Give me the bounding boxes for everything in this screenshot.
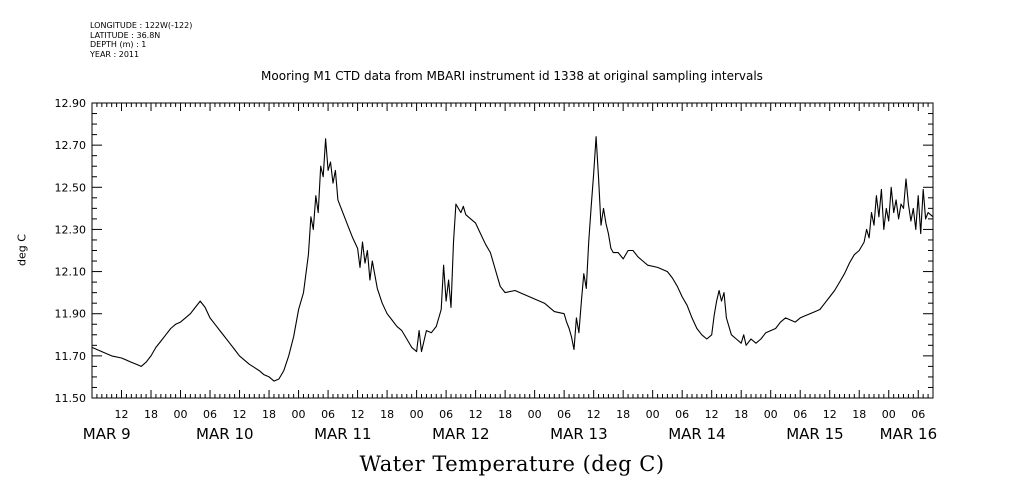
latitude-label: LATITUDE : 36.8N bbox=[90, 30, 161, 40]
x-day-label: MAR 13 bbox=[550, 425, 607, 443]
y-tick-label: 12.10 bbox=[55, 266, 87, 279]
x-tick-label: 00 bbox=[646, 408, 660, 421]
y-tick-label: 12.70 bbox=[55, 139, 87, 152]
y-tick-label: 11.50 bbox=[55, 392, 87, 405]
x-tick-label: 06 bbox=[911, 408, 925, 421]
x-tick-label: 12 bbox=[705, 408, 719, 421]
x-tick-label: 00 bbox=[882, 408, 896, 421]
y-tick-label: 12.50 bbox=[55, 181, 87, 194]
x-tick-label: 12 bbox=[469, 408, 483, 421]
x-tick-label: 06 bbox=[321, 408, 335, 421]
depth-label: DEPTH (m) : 1 bbox=[90, 40, 147, 49]
x-tick-label: 12 bbox=[351, 408, 365, 421]
metadata-block: LONGITUDE : 122W(-122) LATITUDE : 36.8N … bbox=[90, 21, 192, 59]
x-tick-label: 12 bbox=[823, 408, 837, 421]
x-day-label: MAR 12 bbox=[432, 425, 489, 443]
x-day-label: MAR 15 bbox=[786, 425, 843, 443]
x-day-label: MAR 11 bbox=[314, 425, 371, 443]
x-tick-label: 00 bbox=[292, 408, 306, 421]
x-day-label: MAR 16 bbox=[880, 425, 937, 443]
x-day-label: MAR 14 bbox=[668, 425, 725, 443]
x-tick-label: 00 bbox=[174, 408, 188, 421]
y-tick-label: 12.90 bbox=[55, 97, 87, 110]
x-day-label: MAR 9 bbox=[83, 425, 131, 443]
x-tick-label: 00 bbox=[764, 408, 778, 421]
x-tick-label: 18 bbox=[498, 408, 512, 421]
series-line-0 bbox=[91, 136, 934, 382]
y-tick-label: 11.90 bbox=[55, 308, 87, 321]
x-tick-label: 06 bbox=[557, 408, 571, 421]
x-tick-label: 18 bbox=[852, 408, 866, 421]
y-axis-label: deg C bbox=[15, 234, 29, 266]
x-tick-label: 06 bbox=[793, 408, 807, 421]
x-tick-label: 06 bbox=[675, 408, 689, 421]
x-tick-label: 12 bbox=[115, 408, 129, 421]
x-tick-label: 12 bbox=[587, 408, 601, 421]
plot-frame bbox=[91, 102, 934, 399]
x-tick-label: 06 bbox=[203, 408, 217, 421]
x-tick-label: 18 bbox=[616, 408, 630, 421]
x-tick-label: 18 bbox=[262, 408, 276, 421]
x-tick-label: 06 bbox=[439, 408, 453, 421]
x-tick-label: 00 bbox=[528, 408, 542, 421]
x-day-label: MAR 10 bbox=[196, 425, 253, 443]
x-tick-label: 00 bbox=[410, 408, 424, 421]
x-tick-label: 18 bbox=[380, 408, 394, 421]
x-tick-label: 18 bbox=[144, 408, 158, 421]
y-tick-label: 11.70 bbox=[55, 350, 87, 363]
chart-title: Mooring M1 CTD data from MBARI instrumen… bbox=[261, 69, 763, 83]
longitude-label: LONGITUDE : 122W(-122) bbox=[90, 21, 193, 30]
x-tick-label: 18 bbox=[734, 408, 748, 421]
x-tick-label: 12 bbox=[233, 408, 247, 421]
year-label: YEAR : 2011 bbox=[90, 49, 140, 59]
y-tick-label: 12.30 bbox=[55, 223, 87, 236]
x-axis-label: Water Temperature (deg C) bbox=[359, 452, 665, 476]
